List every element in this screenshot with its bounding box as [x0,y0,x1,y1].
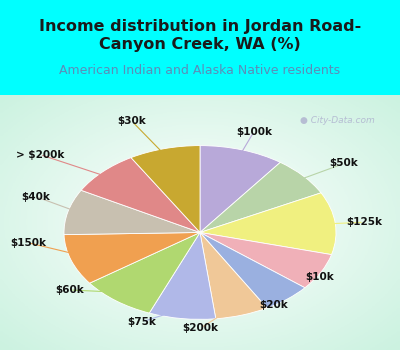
Wedge shape [64,232,200,283]
Text: Income distribution in Jordan Road-
Canyon Creek, WA (%): Income distribution in Jordan Road- Cany… [39,19,361,52]
Wedge shape [200,193,336,254]
Text: $30k: $30k [118,116,146,126]
Text: $60k: $60k [56,285,84,295]
Wedge shape [90,232,200,313]
Wedge shape [131,146,200,232]
Wedge shape [200,162,321,232]
Text: $125k: $125k [346,217,382,227]
Text: $40k: $40k [22,192,50,202]
Wedge shape [81,158,200,232]
Wedge shape [200,232,332,288]
Text: $50k: $50k [330,159,358,168]
Text: American Indian and Alaska Native residents: American Indian and Alaska Native reside… [60,64,340,77]
Text: ● City-Data.com: ● City-Data.com [300,116,375,125]
Wedge shape [200,146,280,232]
Text: $150k: $150k [10,238,46,248]
Wedge shape [64,190,200,234]
Text: $20k: $20k [260,300,288,310]
Text: $75k: $75k [128,317,156,327]
Wedge shape [200,232,267,319]
Text: $10k: $10k [306,272,334,282]
Text: > $200k: > $200k [16,149,64,160]
Text: $200k: $200k [182,323,218,333]
Wedge shape [200,232,305,308]
Text: $100k: $100k [236,127,272,136]
Wedge shape [149,232,216,319]
